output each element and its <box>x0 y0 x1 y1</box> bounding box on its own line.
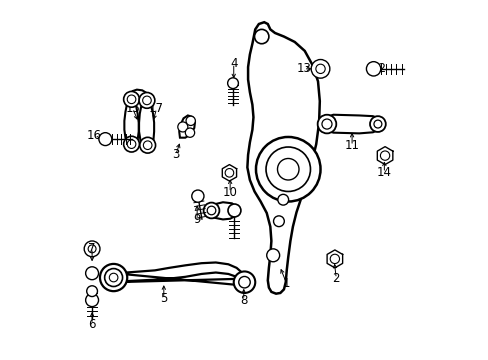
Polygon shape <box>139 100 154 148</box>
Circle shape <box>127 95 136 104</box>
Polygon shape <box>247 22 319 294</box>
Circle shape <box>178 122 187 132</box>
Text: 2: 2 <box>332 272 339 285</box>
Text: 16: 16 <box>87 129 102 142</box>
Circle shape <box>233 271 255 293</box>
Text: 6: 6 <box>88 318 96 331</box>
Circle shape <box>224 168 233 177</box>
Circle shape <box>139 93 155 108</box>
Circle shape <box>142 96 151 105</box>
Text: 15: 15 <box>125 102 140 115</box>
Text: 1: 1 <box>283 278 290 291</box>
Circle shape <box>315 64 325 73</box>
Circle shape <box>373 120 381 128</box>
Polygon shape <box>124 98 139 146</box>
Circle shape <box>254 30 268 44</box>
Circle shape <box>321 119 331 129</box>
Circle shape <box>255 137 320 202</box>
Text: 9: 9 <box>193 213 201 226</box>
Text: 11: 11 <box>344 139 359 152</box>
Circle shape <box>140 137 155 153</box>
Polygon shape <box>325 115 381 134</box>
Circle shape <box>238 276 250 288</box>
Circle shape <box>84 241 100 257</box>
Circle shape <box>369 116 385 132</box>
Circle shape <box>366 62 380 76</box>
Text: 14: 14 <box>376 166 391 179</box>
Circle shape <box>203 203 219 219</box>
Circle shape <box>265 147 310 192</box>
Circle shape <box>123 91 139 107</box>
Circle shape <box>277 194 288 205</box>
Text: 10: 10 <box>222 186 237 199</box>
Circle shape <box>191 190 203 202</box>
Circle shape <box>227 78 238 89</box>
Circle shape <box>273 216 284 226</box>
Polygon shape <box>129 90 149 102</box>
Text: 13: 13 <box>296 62 310 75</box>
Text: 4: 4 <box>229 57 237 70</box>
Circle shape <box>85 267 99 280</box>
Circle shape <box>310 59 329 78</box>
Circle shape <box>109 273 118 282</box>
Polygon shape <box>115 262 246 286</box>
Circle shape <box>86 286 97 297</box>
Polygon shape <box>208 202 237 220</box>
Text: 8: 8 <box>240 294 247 307</box>
Circle shape <box>123 136 139 152</box>
Circle shape <box>85 294 99 307</box>
Circle shape <box>185 128 194 137</box>
Circle shape <box>266 249 279 262</box>
Circle shape <box>227 204 241 217</box>
Circle shape <box>104 269 122 287</box>
Circle shape <box>185 116 195 126</box>
Circle shape <box>100 264 127 291</box>
Text: 7: 7 <box>88 242 96 255</box>
Circle shape <box>207 206 215 215</box>
Circle shape <box>317 115 336 134</box>
Circle shape <box>380 151 389 160</box>
Text: 17: 17 <box>149 102 164 115</box>
Circle shape <box>99 133 112 145</box>
Circle shape <box>143 141 152 149</box>
Text: 3: 3 <box>172 148 179 161</box>
Text: 12: 12 <box>371 62 386 75</box>
Circle shape <box>88 245 96 253</box>
Circle shape <box>127 140 136 148</box>
Circle shape <box>277 158 298 180</box>
Circle shape <box>329 254 339 264</box>
Polygon shape <box>179 116 195 138</box>
Text: 5: 5 <box>160 292 167 305</box>
